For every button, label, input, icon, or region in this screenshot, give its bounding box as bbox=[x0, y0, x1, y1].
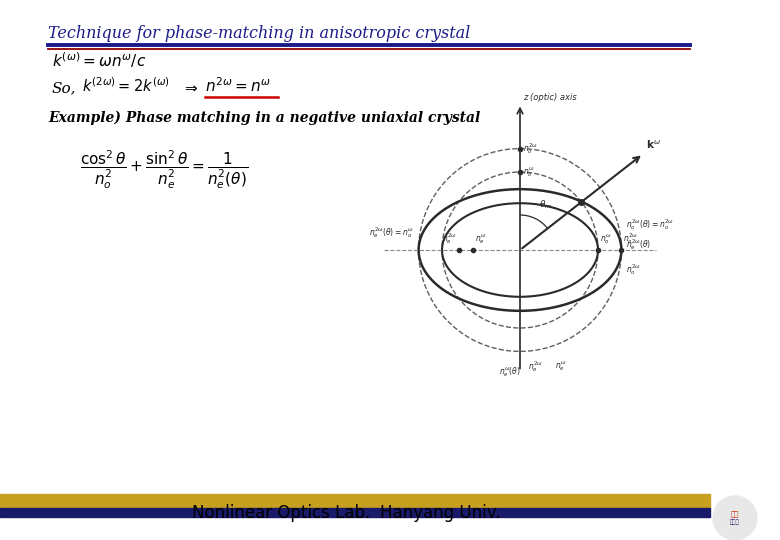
Bar bbox=[0, 494, 710, 508]
Text: $n_e^{\omega}$: $n_e^{\omega}$ bbox=[475, 233, 487, 246]
Text: $n_o^{2\omega}$: $n_o^{2\omega}$ bbox=[523, 141, 538, 156]
Text: $n_e^{2\omega}(\theta)$: $n_e^{2\omega}(\theta)$ bbox=[626, 238, 652, 252]
Text: Nonlinear Optics Lab.: Nonlinear Optics Lab. bbox=[192, 504, 370, 522]
Text: $\theta_m$: $\theta_m$ bbox=[539, 199, 552, 211]
Text: $\Rightarrow$: $\Rightarrow$ bbox=[182, 81, 199, 95]
Text: $n_o^{2\omega}$: $n_o^{2\omega}$ bbox=[626, 262, 641, 277]
Text: 대학교: 대학교 bbox=[730, 519, 740, 525]
Text: $n_e^{\omega}$: $n_e^{\omega}$ bbox=[555, 360, 566, 373]
Text: $n_e^{\omega}(\theta)$: $n_e^{\omega}(\theta)$ bbox=[499, 366, 521, 379]
Text: So,: So, bbox=[52, 81, 76, 95]
Text: $\mathbf{k}^{\omega}$: $\mathbf{k}^{\omega}$ bbox=[647, 138, 661, 151]
Text: $k^{(2\omega)}=2k^{(\omega)}$: $k^{(2\omega)}=2k^{(\omega)}$ bbox=[82, 76, 170, 95]
Text: z (optic) axis: z (optic) axis bbox=[523, 92, 576, 102]
Text: Example) Phase matching in a negative uniaxial crystal: Example) Phase matching in a negative un… bbox=[48, 111, 480, 125]
Text: Technique for phase-matching in anisotropic crystal: Technique for phase-matching in anisotro… bbox=[48, 25, 470, 42]
Bar bbox=[0, 508, 710, 517]
Text: $\dfrac{\cos^2\theta}{n_o^2}+\dfrac{\sin^2\theta}{n_e^2}=\dfrac{1}{n_e^2(\theta): $\dfrac{\cos^2\theta}{n_o^2}+\dfrac{\sin… bbox=[80, 148, 248, 191]
Text: 한양: 한양 bbox=[731, 511, 739, 517]
Text: $n_e^{2\omega}$: $n_e^{2\omega}$ bbox=[527, 360, 542, 374]
Text: Hanyang Univ.: Hanyang Univ. bbox=[380, 504, 501, 522]
Text: $n_e^{2\omega}$: $n_e^{2\omega}$ bbox=[442, 231, 457, 246]
Text: $n_e^{2\omega}(\theta)=n_o^{\omega}$: $n_e^{2\omega}(\theta)=n_o^{\omega}$ bbox=[369, 225, 413, 240]
Text: $k^{(\omega)}=\omega n^{\omega}/c$: $k^{(\omega)}=\omega n^{\omega}/c$ bbox=[52, 50, 147, 70]
Text: $n_o^{\omega}$: $n_o^{\omega}$ bbox=[523, 165, 534, 179]
Circle shape bbox=[713, 496, 757, 540]
Text: $n^{2\omega}=n^{\omega}$: $n^{2\omega}=n^{\omega}$ bbox=[205, 76, 271, 95]
Text: $n_o^{2\omega}(\theta)=n_o^{2\omega}$: $n_o^{2\omega}(\theta)=n_o^{2\omega}$ bbox=[626, 217, 675, 232]
Text: $n_o^{\omega}$: $n_o^{\omega}$ bbox=[600, 233, 612, 246]
Text: $n_o^{2\omega}$: $n_o^{2\omega}$ bbox=[623, 231, 638, 246]
